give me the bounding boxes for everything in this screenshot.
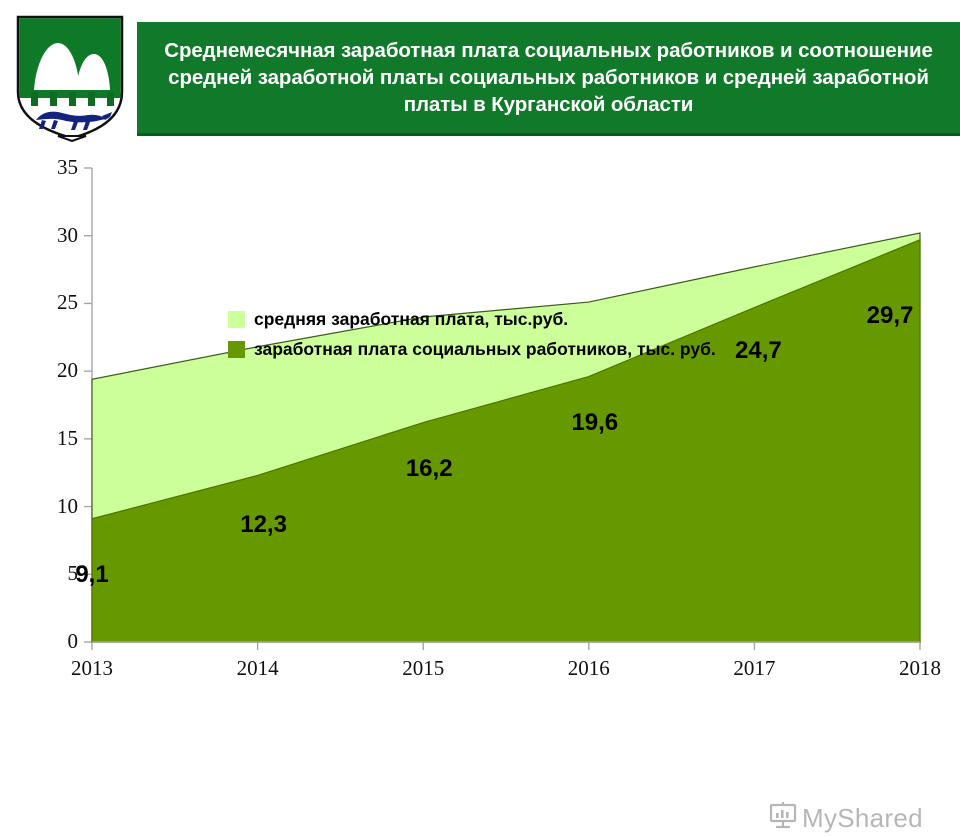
y-axis-tick-label: 0 (67, 629, 79, 653)
data-label: 16,2 (405, 454, 453, 482)
legend-label-average-salary: средняя заработная плата, тыс.руб. (254, 308, 569, 329)
area-chart-plot (84, 167, 921, 650)
data-label: 12,3 (240, 511, 287, 539)
kurgan-oblast-coat-of-arms-icon (14, 14, 126, 143)
legend-item-social-workers-salary: заработная плата социальных работников, … (228, 334, 828, 364)
x-axis-tick-label: 2017 (733, 656, 776, 680)
chart-legend: средняя заработная плата, тыс.руб. зараб… (228, 304, 828, 364)
title-banner: Среднемесячная заработная плата социальн… (137, 22, 960, 136)
y-axis-ticks (84, 167, 92, 643)
x-axis-tick-label: 2016 (567, 656, 610, 680)
area-series-social-workers-salary (91, 238, 921, 643)
chart-container: 0 5 10 15 20 25 30 35 2013 2014 2015 2016 2017 2018 … (0, 146, 960, 833)
legend-item-average-salary: средняя заработная плата, тыс.руб. (228, 304, 828, 334)
legend-swatch-average-salary (228, 310, 245, 328)
x-axis-tick-label: 2018 (899, 656, 941, 680)
x-axis-tick-label: 2015 (402, 656, 445, 680)
y-axis-tick-label: 5 (67, 561, 79, 586)
data-label: 24,7 (735, 337, 782, 365)
legend-label-social-workers-salary: заработная плата социальных работников, … (254, 338, 716, 359)
data-label: 9,1 (75, 560, 109, 588)
legend-swatch-social-workers-salary (228, 340, 245, 358)
myshared-watermark: MyShared (768, 801, 923, 836)
y-axis-tick-label: 25 (57, 290, 78, 315)
y-axis-tick-label: 30 (57, 222, 78, 247)
header: Среднемесячная заработная плата социальн… (0, 0, 960, 146)
y-axis-tick-label: 15 (57, 425, 78, 450)
y-axis-tick-label: 10 (57, 493, 78, 518)
x-axis-ticks (91, 642, 921, 650)
watermark-label: MyShared (802, 803, 923, 833)
y-axis-tick-label: 35 (57, 155, 78, 179)
page-title: Среднемесячная заработная плата социальн… (164, 38, 933, 117)
y-axis-tick-label: 20 (57, 358, 78, 383)
presentation-board-icon (768, 801, 798, 836)
data-label: 19,6 (571, 408, 619, 436)
x-axis-tick-label: 2013 (71, 656, 113, 680)
data-label: 29,7 (866, 301, 914, 329)
x-axis-tick-label: 2014 (236, 656, 279, 680)
